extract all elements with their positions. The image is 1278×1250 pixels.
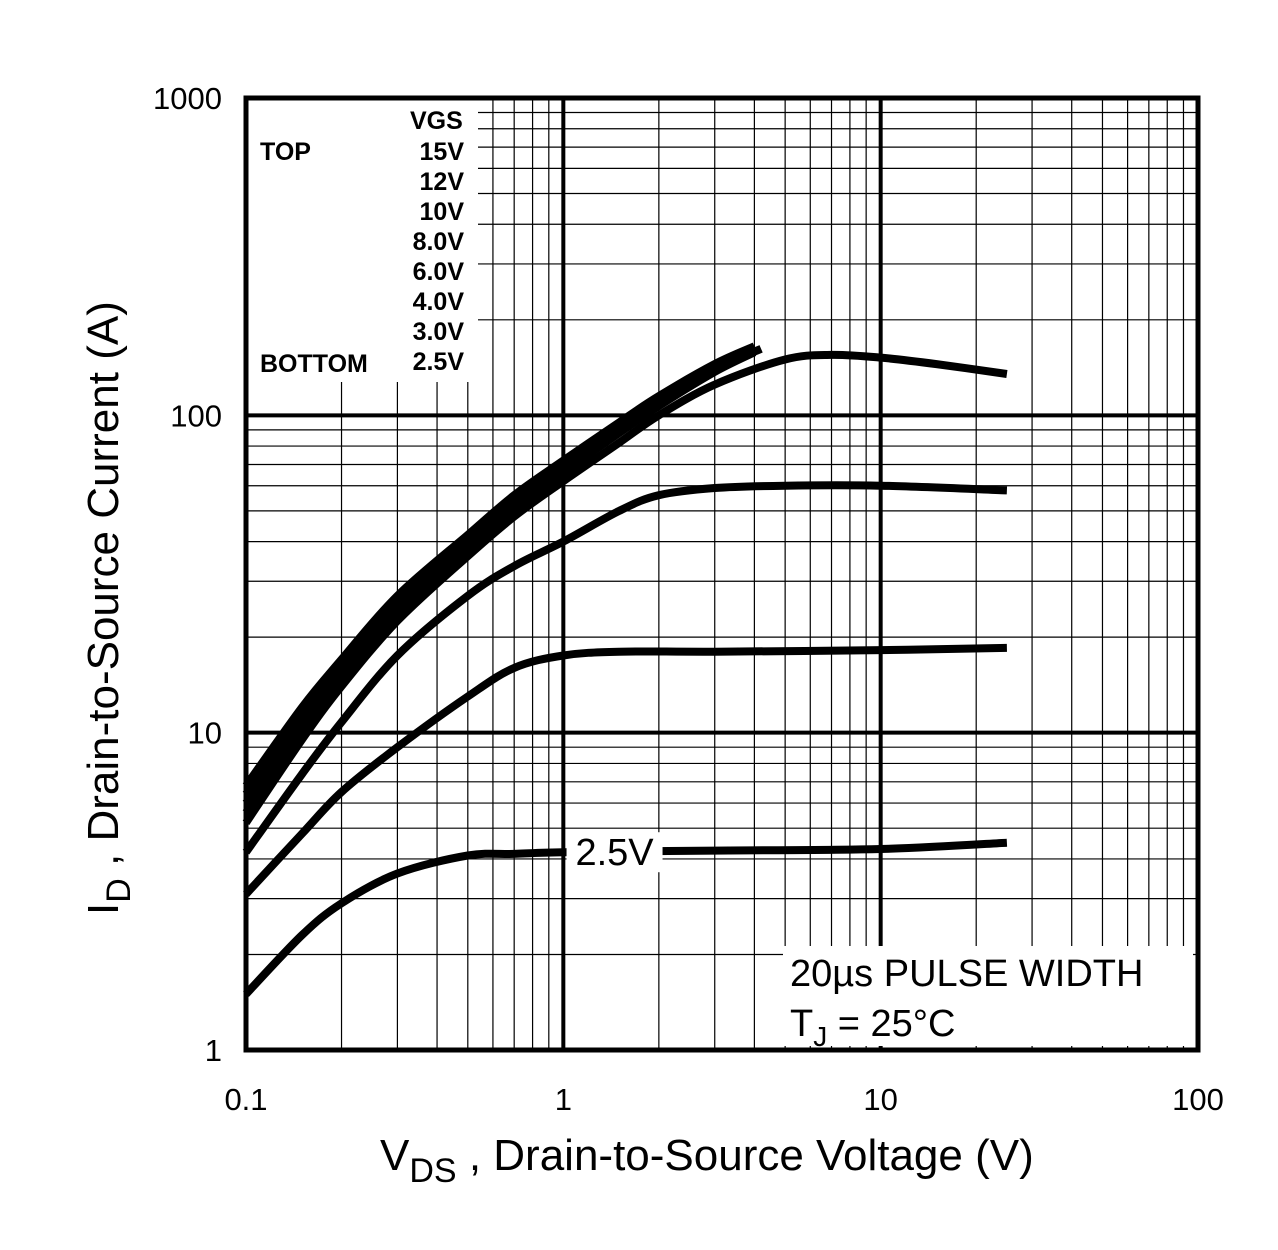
legend-entry: 12V [420,168,465,196]
x-tick-label: 10 [863,1082,897,1117]
conditions-background [783,946,1193,1046]
annotations: 2.5V [566,832,663,874]
y-tick-label: 1000 [153,81,222,116]
y-axis-title-subscript: D [100,878,138,903]
temperature-subscript: J [813,1021,827,1052]
legend-entry: 6.0V [413,258,465,286]
legend-entry: 8.0V [413,228,465,256]
y-axis-title: ID , Drain-to-Source Current (A) [79,301,138,915]
temperature-note: TJ = 25°C [790,1003,955,1052]
legend: VGS TOP BOTTOM 15V12V10V8.0V6.0V4.0V3.0V… [260,107,464,378]
series-line [242,481,1008,855]
x-tick-label: 0.1 [224,1082,267,1117]
temperature-symbol: T [790,1003,813,1045]
y-tick-labels: 1 10 100 1000 [153,81,222,1068]
x-axis-title-symbol: V [380,1131,410,1180]
series-line [243,643,1007,897]
x-tick-labels: 0.1 1 10 100 [224,1082,1223,1117]
curves [242,342,1008,997]
y-tick-label: 1 [205,1033,222,1068]
curve-annotation: 2.5V [575,832,654,874]
legend-top-label: TOP [260,138,311,166]
temperature-value: = 25°C [827,1003,955,1045]
y-axis-title-text: , Drain-to-Source Current (A) [79,301,128,878]
y-tick-label: 100 [170,398,222,433]
x-axis-title: VDS , Drain-to-Source Voltage (V) [380,1131,1034,1190]
legend-entry: 3.0V [413,318,465,346]
annotation-background [566,832,663,873]
pulse-width-note: 20µs PULSE WIDTH [790,953,1143,995]
legend-entry: 2.5V [413,348,465,376]
x-axis-title-subscript: DS [409,1152,456,1190]
y-axis-title-symbol: I [79,903,128,915]
x-axis-title-text: , Drain-to-Source Voltage (V) [457,1131,1034,1180]
legend-header: VGS [410,107,463,135]
plot-frame [243,95,1201,1053]
x-tick-label: 1 [555,1082,572,1117]
legend-entry: 4.0V [413,288,465,316]
x-tick-label: 100 [1172,1082,1224,1117]
series-line [243,838,1008,997]
legend-bottom-label: BOTTOM [260,350,368,378]
series-line [242,348,757,815]
legend-background [248,100,478,382]
y-tick-label: 10 [188,716,222,751]
legend-entry: 15V [420,138,465,166]
series-line [242,342,757,789]
legend-entry: 10V [420,198,465,226]
series-line [242,350,1008,826]
grid [246,98,1198,1050]
